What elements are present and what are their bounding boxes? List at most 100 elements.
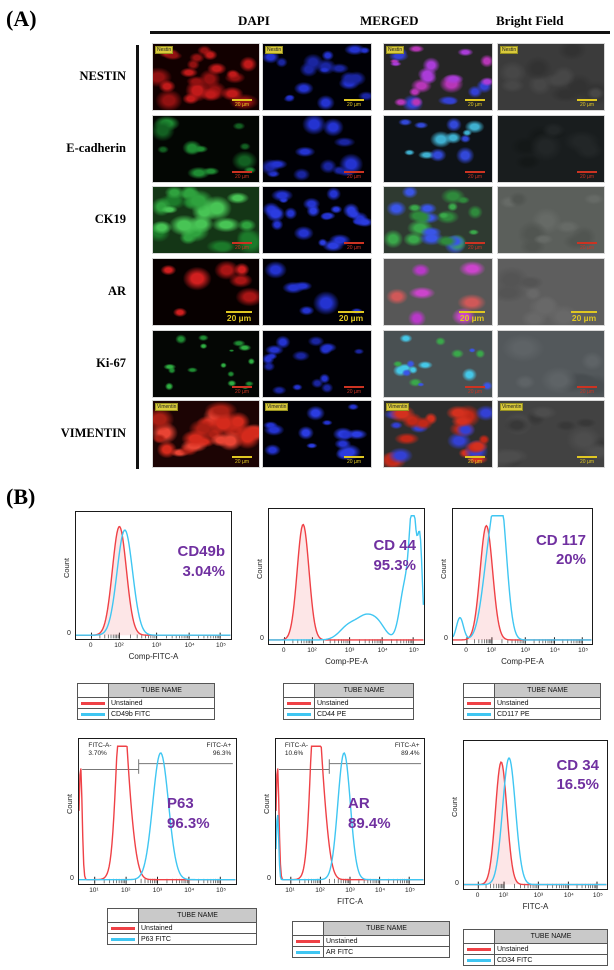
scale-bar: 20 µm [344,386,364,395]
legend-row: Unstained [284,697,413,708]
scale-bar-text: 20 µm [580,102,594,108]
histogram-canvas [276,739,424,884]
scale-bar-line [344,242,364,244]
legend-header-row: TUBE NAME [108,909,256,922]
marker-percent: 89.4% [348,814,391,832]
marker-percent-label: CD 34 16.5% [556,756,599,795]
x-tick-3: 10⁴ [377,647,388,654]
marker-percent: 95.3% [373,556,416,574]
legend-tube-name: Unstained [326,937,358,945]
legend-tube-name: Unstained [497,945,529,953]
scale-bar: 20 µm [577,242,597,251]
y-axis-label: Count [65,793,74,814]
y-axis-zero: 0 [260,635,264,642]
legend-table-p63: TUBE NAME Unstained P63 FITC [107,908,257,945]
x-tick-1: 10² [120,887,131,894]
tile-vimentin-merged: Vimentin 20 µm [383,400,493,468]
legend-swatch-cell [284,698,315,708]
tile-vimentin-bright-field: Vimentin 20 µm [497,400,605,468]
panel-b-label: (B) [6,484,36,509]
row-label-rule [136,45,139,469]
scale-bar-text: 20 µm [226,313,252,323]
scale-bar-text: 20 µm [571,313,597,323]
x-axis-label: FITC-A [522,902,549,911]
tile-ki-67-dapi: 20 µm [262,330,372,398]
row-label-vimentin: VIMENTIN [60,426,126,440]
column-header-merged: MERGED [360,13,419,28]
scale-bar: 20 µm [232,386,252,395]
y-axis-label: Count [62,557,71,578]
row-label-e-cadherin: E-cadherin [66,141,126,155]
y-axis-label: Count [450,797,459,818]
legend-header-row: TUBE NAME [464,930,607,943]
y-axis-zero: 0 [70,875,74,882]
y-axis-zero: 0 [444,635,448,642]
scale-bar-text: 20 µm [347,389,361,395]
scale-bar: 20 µm [232,171,252,180]
legend-header-swatch-cell [284,684,315,697]
scale-bar-line [232,242,252,244]
x-tick-3: 10⁴ [549,647,560,654]
gate-negative-label: FITC-A- 10.6% [285,742,308,758]
scale-bar-text: 20 µm [468,459,482,465]
x-axis-label: Comp-FITC-A [128,652,179,661]
legend-header-title: TUBE NAME [139,909,256,922]
legend-header-swatch-cell [464,684,495,697]
legend-tube-name: Unstained [111,699,143,707]
x-tick-0: 10¹ [89,887,99,894]
scale-bar: 20 µm [226,310,252,324]
histogram-canvas [464,741,607,889]
y-axis-zero: 0 [67,630,71,637]
legend-swatch-cell [464,709,495,719]
legend-header-title: TUBE NAME [315,684,413,697]
scale-bar-text: 20 µm [580,174,594,180]
legend-tube-name: AR FITC [326,948,354,956]
y-axis-zero: 0 [455,880,459,887]
legend-color-line [467,701,491,705]
series-curve-cd44-pe [269,516,423,640]
tile-nestin-merged: Nestin 20 µm [383,43,493,111]
scale-bar-line [232,99,252,101]
marker-percent: 3.04% [182,562,225,580]
gate-positive-label: FITC-A+ 96.3% [207,742,232,758]
tile-marker-tag: Vimentin [500,403,524,411]
legend-swatch-cell [464,698,495,708]
legend-swatch-cell [464,955,495,965]
gate-positive-name: FITC-A+ [394,741,420,749]
tile-marker-tag: Nestin [386,46,405,54]
legend-color-line [467,712,491,716]
scale-bar: 20 µm [232,456,252,465]
x-tick-3: 10⁴ [374,887,386,894]
x-tick-0: 0 [281,647,286,654]
x-tick-2: 10³ [151,642,162,649]
plot-frame: FITC-A- 10.6% FITC-A+ 89.4% AR 89.4% [275,738,425,885]
scale-bar-line [465,171,485,173]
marker-percent: 20% [555,551,586,569]
tile-ck19-stain: 20 µm [152,186,260,254]
scale-bar-line [344,171,364,173]
legend-table-cd34: TUBE NAME Unstained CD34 FITC [463,929,608,966]
x-tick-4: 10⁵ [409,647,419,654]
legend-row: Unstained [464,943,607,954]
scale-bar-line [232,456,252,458]
x-tick-1: 10² [498,892,509,899]
tile-marker-tag: Vimentin [265,403,289,411]
scale-bar: 20 µm [344,456,364,465]
scale-bar: 20 µm [344,171,364,180]
series-curve-cd117-pe [453,516,591,640]
histogram-canvas [79,739,236,884]
x-tick-row: 0 10² 10³ 10⁴ 10⁵ [452,647,593,657]
scale-bar: 20 µm [577,171,597,180]
scale-bar: 20 µm [232,242,252,251]
scale-bar-line [577,99,597,101]
x-tick-3: 10⁴ [184,642,195,649]
legend-row: Unstained [78,697,214,708]
x-tick-4: 10⁵ [216,887,227,894]
x-tick-1: 10² [114,642,124,649]
x-tick-row: 0 10² 10³ 10⁴ 10⁵ [75,642,232,652]
scale-bar-text: 20 µm [347,245,361,251]
scale-bar: 20 µm [459,310,485,324]
legend-tube-name: Unstained [141,924,173,932]
tile-marker-tag: Nestin [155,46,174,54]
scale-bar-line [344,456,364,458]
